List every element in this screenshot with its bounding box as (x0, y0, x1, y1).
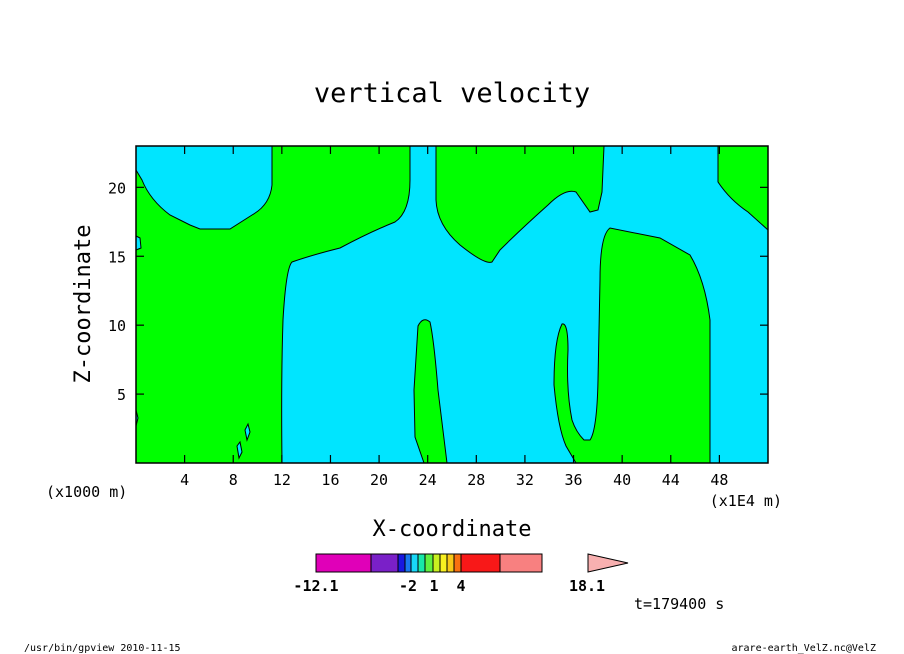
colorbar-cell (446, 553, 455, 573)
plot-area (135, 145, 769, 464)
x-unit-left: (x1000 m) (46, 483, 127, 501)
region-small-a (236, 440, 243, 460)
colorbar-label-min: -12.1 (293, 577, 338, 595)
colorbar-cell (499, 553, 543, 573)
colorbar-cell (404, 553, 412, 573)
colorbar-label-1: 1 (429, 577, 438, 595)
chart-title: vertical velocity (314, 78, 590, 109)
colorbar-label-neg2: -2 (399, 577, 417, 595)
colorbar-cell (410, 553, 419, 573)
x-axis: 4 8 12 16 20 24 28 32 36 40 44 48 (180, 146, 728, 489)
colorbar-cell (460, 553, 501, 573)
colorbar-cell (417, 553, 426, 573)
colorbar-cell (453, 553, 462, 573)
colorbar-cell (397, 553, 406, 573)
colorbar-label-4: 4 (456, 577, 465, 595)
x-tick-label: 24 (419, 471, 437, 489)
colorbar-label-max: 18.1 (569, 577, 605, 595)
colorbar-cell (439, 553, 448, 573)
negative-regions (135, 145, 769, 464)
y-tick-label: 20 (108, 179, 126, 197)
colorbar-cell (370, 553, 399, 573)
colorbar-cell (432, 553, 441, 573)
x-axis-label: X-coordinate (373, 517, 532, 542)
x-tick-label: 36 (565, 471, 583, 489)
y-tick-label: 10 (108, 317, 126, 335)
region-small-b (244, 422, 251, 442)
footer-right: arare-earth_VelZ.nc@VelZ (732, 643, 877, 654)
x-tick-label: 28 (467, 471, 485, 489)
colorbar-labels: -12.1 -2 1 4 18.1 (293, 577, 605, 595)
x-tick-label: 12 (273, 471, 291, 489)
x-tick-label: 4 (180, 471, 189, 489)
colorbar-extend-arrow (587, 553, 629, 573)
x-tick-label: 8 (229, 471, 238, 489)
y-tick-label: 15 (108, 248, 126, 266)
x-tick-label: 32 (516, 471, 534, 489)
plot-frame (135, 145, 769, 464)
region-upper-left (135, 145, 273, 230)
footer-left: /usr/bin/gpview 2010-11-15 (24, 643, 181, 654)
time-label: t=179400 s (634, 595, 724, 613)
y-axis: 5 10 15 20 (108, 179, 768, 404)
colorbar-cell (424, 553, 434, 573)
x-tick-label: 16 (321, 471, 339, 489)
x-tick-label: 48 (710, 471, 728, 489)
x-tick-label: 44 (662, 471, 680, 489)
x-unit-right: (x1E4 m) (710, 492, 782, 510)
x-tick-label: 20 (370, 471, 388, 489)
colorbar-cell (315, 553, 372, 573)
y-axis-label: Z-coordinate (71, 225, 96, 384)
region-central (281, 145, 769, 464)
y-tick-label: 5 (117, 386, 126, 404)
colorbar (315, 553, 629, 573)
x-tick-label: 40 (613, 471, 631, 489)
